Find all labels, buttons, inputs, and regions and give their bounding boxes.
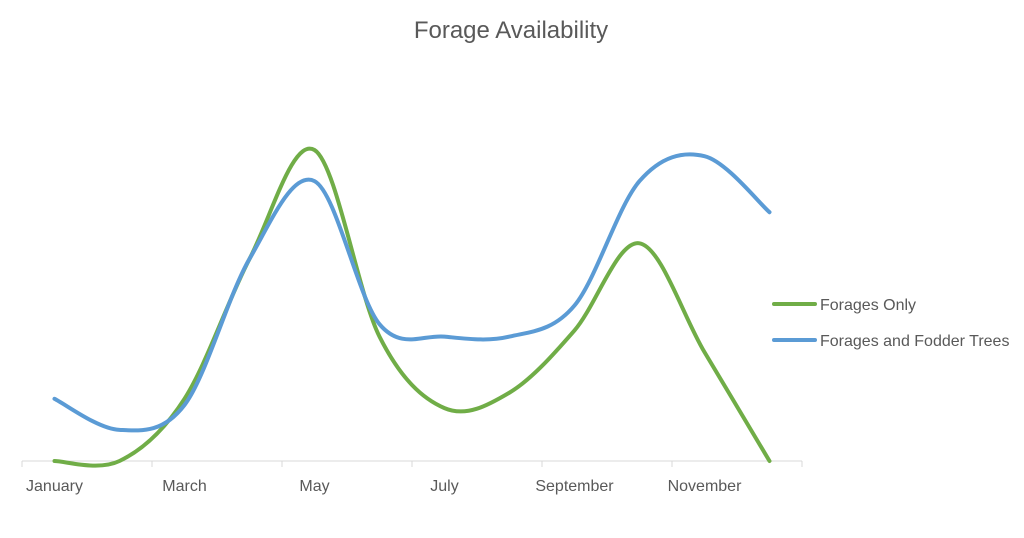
x-tick-label-january: January <box>26 478 83 495</box>
plot-area <box>52 146 772 468</box>
x-tick-label-september: September <box>535 478 614 495</box>
x-tick-label-july: July <box>430 478 458 495</box>
x-tick-label-march: March <box>162 478 206 495</box>
legend-label-forages-only: Forages Only <box>820 297 916 314</box>
x-axis: January March May July September November <box>21 460 803 495</box>
series-line-forages-and-fodder-trees <box>52 152 772 433</box>
legend: Forages Only Forages and Fodder Trees <box>772 297 1009 350</box>
series-line-forages-only <box>52 146 772 468</box>
x-tick-label-november: November <box>668 478 742 495</box>
legend-label-forages-and-fodder-trees: Forages and Fodder Trees <box>820 333 1009 350</box>
x-tick-label-may: May <box>299 478 329 495</box>
chart-title: Forage Availability <box>414 17 608 44</box>
